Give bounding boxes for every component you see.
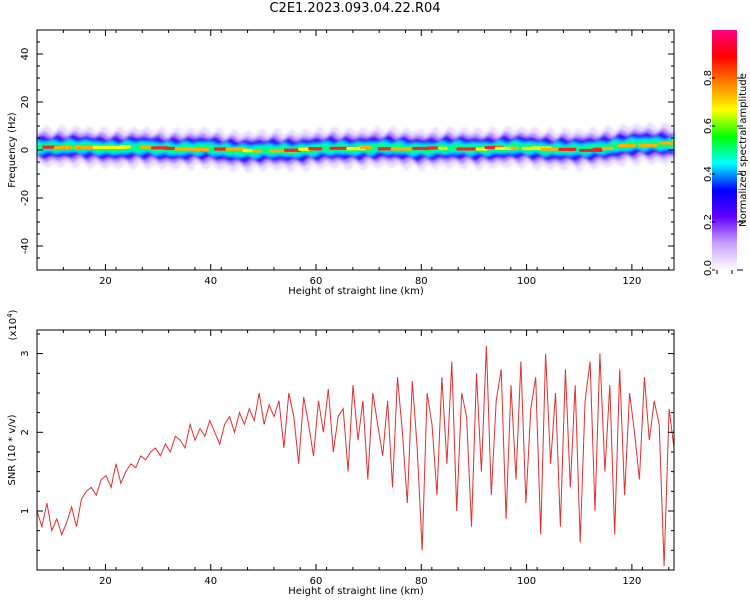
spectrogram-peak	[638, 143, 658, 147]
spectrogram-peak	[377, 147, 392, 151]
spectrogram-panel: 20 40 60 80 100 120 -40 -20 0 20 40 Height of stra…	[7, 29, 675, 297]
spectrogram-peak	[426, 146, 438, 150]
spectrogram-y-axis-label: Frequency (Hz)	[7, 112, 18, 188]
colorbar-ticks: 0.0 0.2 0.4 0.6 0.8	[703, 70, 743, 276]
spectrogram-peak	[592, 147, 603, 151]
snr-x-tick-label: 120	[622, 576, 641, 587]
spectrogram-peak	[53, 145, 72, 150]
spectrogram-y-tick-label: 0	[20, 147, 31, 153]
snr-plot-area	[37, 330, 674, 570]
colorbar-tick-label: 0.2	[703, 214, 714, 230]
spectrogram-peak	[213, 147, 228, 151]
colorbar: 0.0 0.2 0.4 0.6 0.8 Normalized spectral ampl…	[703, 30, 749, 276]
spectrogram-peak	[509, 146, 520, 150]
spectrogram-ticks: 20 40 60 80 100 120 -40 -20 0 20 40	[20, 29, 674, 287]
spectrogram-peak	[283, 148, 302, 152]
spectrogram-y-tick-label: -20	[20, 190, 31, 206]
colorbar-tick-label: 0.8	[703, 70, 714, 86]
snr-y-axis-label: SNR (10 * v/v)	[7, 414, 18, 485]
snr-axes-box	[36, 329, 675, 571]
spectrogram-x-tick-label: 20	[99, 276, 112, 287]
spectrogram-peak	[242, 149, 254, 153]
snr-ticks: 20 40 60 80 100 120 1 2 3	[20, 330, 674, 587]
snr-y-tick-label: 3	[20, 350, 31, 356]
spectrogram-peak	[163, 146, 176, 150]
spectrogram-peak	[494, 146, 514, 150]
colorbar-label: Normalized spectral amplitude	[738, 73, 749, 227]
spectrogram-peak	[174, 147, 195, 151]
spectrogram-peak	[540, 147, 559, 151]
spectrogram-peak	[308, 147, 323, 151]
snr-y-multiplier: (x104)	[6, 309, 19, 340]
colorbar-tick-label: 0.0	[703, 260, 714, 276]
spectrogram-peak	[438, 146, 448, 150]
spectrogram-x-tick-label: 100	[517, 276, 536, 287]
snr-x-tick-label: 80	[415, 576, 428, 587]
snr-y-tick-label: 1	[20, 508, 31, 514]
spectrogram-peak	[359, 145, 373, 150]
spectrogram-y-tick-label: 40	[20, 48, 31, 61]
spectrogram-peak	[456, 147, 479, 151]
spectrogram-y-tick-label: -40	[20, 238, 31, 254]
spectrogram-x-tick-label: 60	[310, 276, 323, 287]
snr-panel: 20 40 60 80 100 120 1 2 3 Height of straight lin…	[6, 309, 675, 597]
figure-title: C2E1.2023.093.04.22.R04	[269, 1, 441, 16]
spectrogram-peak	[601, 146, 614, 150]
spectrogram-peak	[252, 149, 262, 153]
snr-x-tick-label: 100	[517, 576, 536, 587]
spectrogram-x-tick-label: 40	[204, 276, 217, 287]
spectrogram-peak	[118, 145, 132, 149]
snr-x-tick-label: 60	[310, 576, 323, 587]
snr-x-tick-label: 40	[204, 576, 217, 587]
spectrogram-peak	[225, 147, 247, 151]
spectrogram-y-tick-label: 20	[20, 96, 31, 109]
spectrogram-peak	[73, 145, 95, 150]
spectrogram-x-tick-label: 80	[415, 276, 428, 287]
spectrogram-peak	[658, 141, 674, 145]
colorbar-bar	[712, 30, 737, 270]
colorbar-tick-label: 0.4	[703, 166, 714, 182]
spectrogram-peak	[558, 147, 577, 151]
spectrogram-peaks	[42, 141, 674, 153]
snr-x-axis-label: Height of straight line (km)	[288, 586, 424, 597]
snr-x-tick-label: 20	[99, 576, 112, 587]
spectrogram-x-tick-label: 120	[622, 276, 641, 287]
snr-series-line	[36, 345, 675, 567]
spectrogram-peak	[193, 147, 210, 152]
spectrogram-peak	[617, 143, 636, 148]
colorbar-tick-label: 0.6	[703, 118, 714, 134]
spectrogram-peak	[140, 145, 152, 149]
spectrogram-peak	[412, 146, 431, 151]
spectrogram-x-axis-label: Height of straight line (km)	[288, 286, 424, 297]
spectrogram-peak	[390, 147, 412, 151]
snr-y-tick-label: 2	[20, 429, 31, 435]
